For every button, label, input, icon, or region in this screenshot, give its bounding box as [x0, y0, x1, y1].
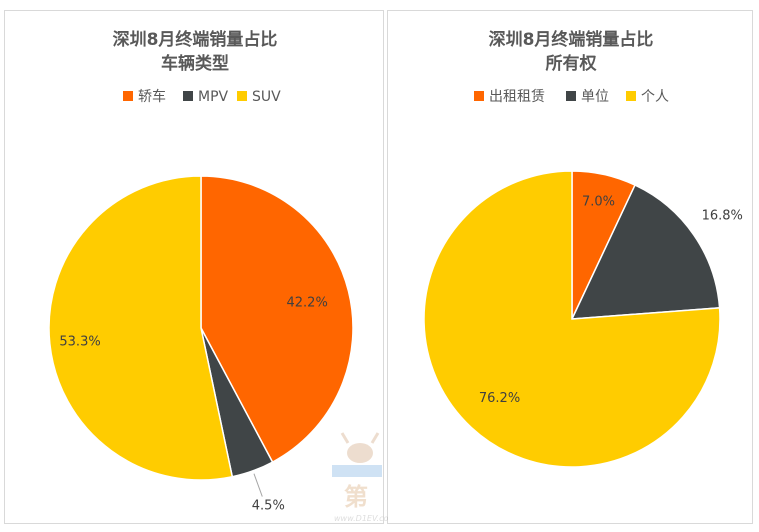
pie-slices [423, 170, 721, 468]
pie-slice-0 [200, 175, 354, 464]
data-label: 42.2% [287, 295, 328, 310]
data-labels: 42.2% 4.5% 53.3% [59, 295, 327, 513]
legend-label: 轿车 [138, 88, 166, 105]
chart-subtitle: 所有权 [546, 53, 598, 74]
chart-panel-vehicle-type: 深圳8月终端销量占比 车辆类型 轿车 MPV SUV 42.2% 4.5% 53.3% [4, 10, 384, 524]
legend-swatch [566, 91, 576, 101]
pie-chart-vehicle-type: 深圳8月终端销量占比 车辆类型 轿车 MPV SUV 42.2% 4.5% 53.3% [48, 29, 354, 514]
pie-slice-2 [423, 170, 721, 468]
legend-label: 出租租赁 [489, 89, 545, 105]
data-label: 7.0% [582, 195, 615, 210]
pie-slices [48, 175, 354, 481]
data-label: 76.2% [479, 391, 520, 406]
data-label: 4.5% [252, 499, 285, 514]
legend-swatch [474, 91, 484, 101]
pie-slice-1 [570, 184, 721, 320]
legend-label: SUV [252, 89, 281, 105]
pie-chart-ownership: 深圳8月终端销量占比 所有权 出租租赁 单位 个人 7.0% 16.8% 76.2% [423, 29, 743, 468]
legend-swatch [626, 91, 636, 101]
legend: 轿车 MPV SUV [123, 88, 281, 105]
chart-subtitle: 车辆类型 [161, 53, 229, 74]
leader-line [253, 473, 263, 497]
data-label: 16.8% [702, 208, 743, 223]
legend: 出租租赁 单位 个人 [474, 89, 669, 105]
chart-panel-ownership: 深圳8月终端销量占比 所有权 出租租赁 单位 个人 7.0% 16.8% 76.2% [387, 10, 753, 524]
pie-slice-2 [48, 175, 234, 481]
legend-swatch [123, 91, 133, 101]
chart-title: 深圳8月终端销量占比 [489, 29, 654, 50]
legend-swatch [237, 91, 247, 101]
legend-label: 个人 [641, 89, 669, 105]
chart-title: 深圳8月终端销量占比 [113, 29, 278, 50]
legend-swatch [183, 91, 193, 101]
legend-label: 单位 [581, 89, 609, 105]
legend-label: MPV [198, 89, 229, 105]
data-label: 53.3% [59, 335, 100, 350]
data-labels: 7.0% 16.8% 76.2% [479, 195, 743, 407]
